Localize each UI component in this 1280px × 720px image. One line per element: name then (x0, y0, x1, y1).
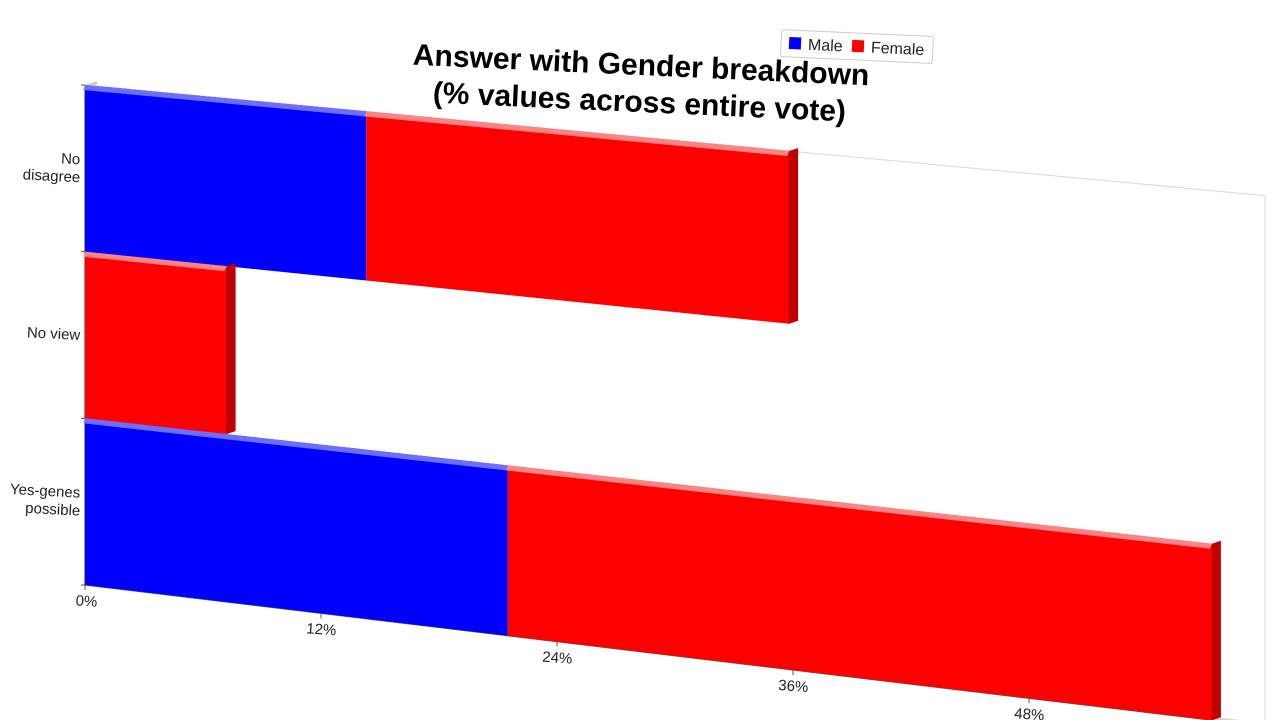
plot-corner (85, 81, 97, 85)
bar-top-female-2 (505, 465, 1212, 549)
legend-swatch-male (788, 36, 802, 50)
bar-male-0 (85, 85, 367, 281)
category-label-0-line-0: No (61, 150, 81, 168)
category-label-2-line-0: Yes-genes (10, 481, 81, 502)
legend-label-male: Male (808, 37, 844, 56)
x-tick-label-2: 24% (542, 649, 573, 668)
bar-female-1 (85, 251, 227, 435)
category-label-2-line-1: possible (25, 500, 81, 520)
bar-side-female-0 (789, 148, 799, 324)
plot-top-edge (84, 84, 1266, 197)
category-label-0-line-1: disagree (22, 166, 80, 186)
bar-top-male-0 (83, 85, 367, 117)
bar-male-2 (85, 418, 508, 636)
x-tick-label-3: 36% (778, 677, 809, 696)
x-tick-label-4: 48% (1014, 705, 1045, 720)
bar-top-male-2 (83, 418, 508, 471)
bar-female-0 (366, 111, 790, 324)
bar-side-female-2 (1211, 540, 1221, 720)
legend-swatch-female (851, 39, 865, 53)
bar-top-female-1 (83, 251, 227, 272)
category-label-1-line-0: No view (27, 324, 81, 344)
x-tick-label-1: 12% (306, 620, 337, 639)
legend: Male Female (780, 29, 934, 64)
bar-side-female-1 (226, 263, 236, 435)
x-tick-label-0: 0% (75, 592, 98, 610)
legend-label-female: Female (871, 40, 925, 59)
x-axis-line (84, 584, 1216, 720)
bar-top-female-0 (364, 111, 790, 156)
